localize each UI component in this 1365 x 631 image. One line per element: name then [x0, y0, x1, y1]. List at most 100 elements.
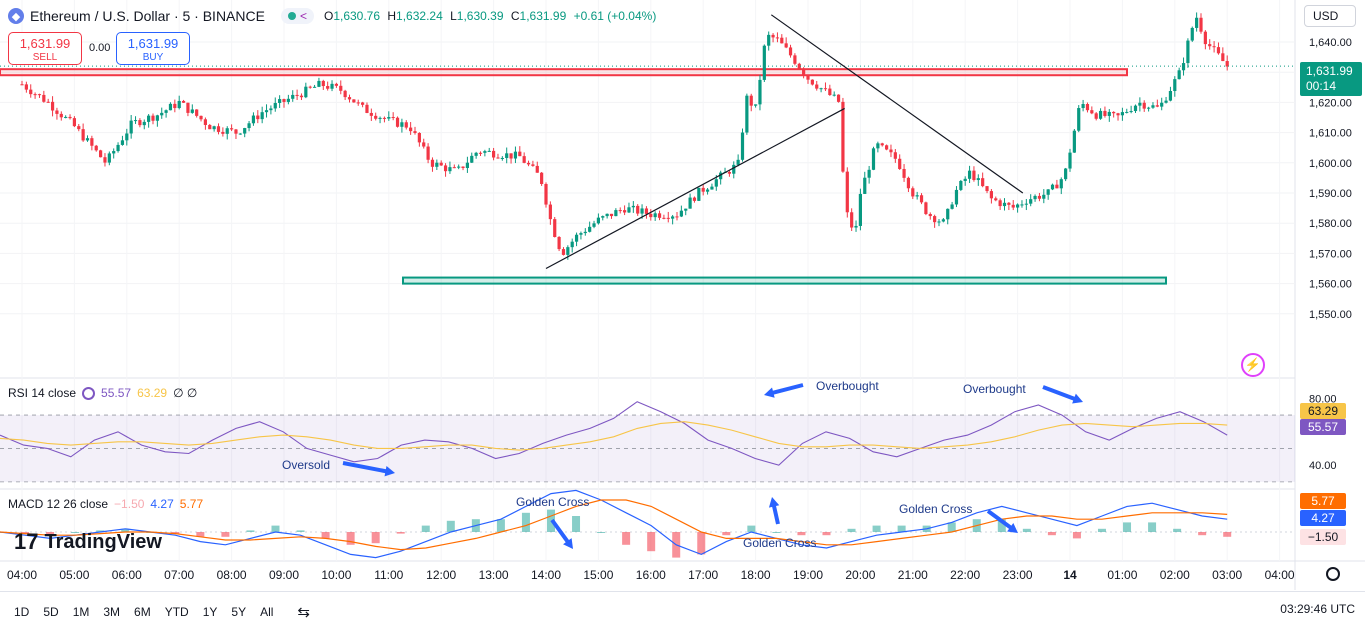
bolt-icon[interactable]: ⚡ — [1241, 353, 1265, 377]
candle-body — [483, 151, 487, 153]
candle-body — [854, 225, 858, 228]
candle-body — [623, 210, 627, 213]
time-tick-label: 01:00 — [1107, 568, 1137, 582]
candle-body — [924, 202, 928, 215]
time-tick-label: 11:00 — [374, 568, 403, 582]
candle-body — [1020, 204, 1024, 206]
candle-body — [46, 101, 50, 103]
macd-hist-tag: −1.50 — [1300, 529, 1346, 545]
date-range-icon[interactable]: ⇆ — [297, 603, 310, 621]
macd-histogram-bar — [171, 532, 180, 534]
candle-body — [50, 101, 55, 111]
candle-body — [1072, 130, 1076, 153]
candle-body — [871, 148, 876, 170]
candle-body — [42, 94, 46, 102]
macd-histogram-bar — [797, 532, 806, 536]
timeframe-ytd[interactable]: YTD — [164, 604, 189, 619]
candle-body — [889, 149, 893, 153]
candle-body — [443, 165, 448, 172]
candle-body — [125, 133, 129, 141]
candle-body — [304, 86, 308, 98]
annotation-arrow — [986, 509, 1013, 530]
timeframe-6m[interactable]: 6M — [134, 604, 151, 619]
timeframe-1m[interactable]: 1M — [72, 604, 90, 619]
candle-body — [1221, 53, 1225, 62]
price-change: +0.61 (+0.04%) — [573, 9, 657, 23]
tradingview-logo[interactable]: 17 TradingView — [14, 529, 162, 555]
macd-histogram-bar — [246, 530, 255, 532]
candle-body — [636, 205, 640, 214]
candle-body — [1002, 202, 1007, 207]
candle-body — [762, 45, 766, 80]
candle-body — [531, 164, 535, 166]
price-tick-label: 1,580.00 — [1309, 218, 1352, 230]
candle-body — [780, 37, 784, 44]
candle-body — [55, 110, 59, 114]
candle-body — [640, 208, 644, 214]
candle-body — [500, 157, 504, 159]
candle-body — [29, 89, 33, 95]
candle-body — [535, 165, 539, 173]
candle-body — [112, 151, 116, 154]
candle-body — [1125, 111, 1129, 113]
candle-body — [181, 100, 186, 103]
candle-body — [775, 37, 780, 39]
currency-select[interactable]: USD — [1304, 5, 1356, 27]
candle-body — [369, 112, 373, 116]
chart-canvas[interactable]: 1,640.001,630.001,620.001,610.001,600.00… — [0, 0, 1365, 590]
candle-body — [24, 84, 28, 90]
macd-histogram-bar — [622, 532, 631, 545]
candle-body — [129, 120, 133, 134]
candle-body — [247, 123, 251, 129]
market-status-pill[interactable]: < — [280, 8, 314, 24]
macd-title[interactable]: MACD 12 26 close — [8, 497, 109, 511]
candle-body — [155, 115, 159, 121]
candle-body — [601, 216, 605, 218]
time-tick-label: 19:00 — [793, 568, 823, 582]
candle-body — [282, 99, 286, 102]
candle-body — [251, 115, 256, 124]
candle-body — [605, 213, 609, 217]
candle-body — [1016, 204, 1020, 208]
candle-body — [107, 153, 111, 163]
time-tick-label: 03:00 — [1212, 568, 1242, 582]
candle-body — [264, 110, 269, 113]
symbol-title[interactable]: Ethereum / U.S. Dollar · 5 · BINANCE — [30, 8, 265, 24]
sell-button[interactable]: 1,631.99 SELL — [8, 32, 82, 65]
macd-histogram-bar — [647, 532, 656, 552]
candle-body — [221, 131, 225, 134]
visibility-icon[interactable] — [82, 386, 96, 400]
candle-body — [230, 128, 234, 130]
candle-body — [967, 170, 972, 179]
candle-body — [1173, 79, 1177, 91]
candle-body — [1090, 110, 1094, 114]
candle-body — [199, 115, 203, 120]
macd-histogram-bar — [346, 532, 355, 545]
candle-body — [557, 236, 561, 250]
macd-histogram-bar — [321, 532, 330, 539]
time-tick-label: 17:00 — [688, 568, 718, 582]
candle-body — [1081, 104, 1085, 109]
timeframe-all[interactable]: All — [260, 604, 274, 619]
price-tick-label: 1,600.00 — [1309, 158, 1352, 170]
time-tick-label: 08:00 — [217, 568, 247, 582]
rsi-title[interactable]: RSI 14 close — [8, 386, 77, 400]
candle-body — [120, 140, 125, 145]
utc-clock[interactable]: 03:29:46 UTC — [1280, 602, 1355, 616]
annotation-arrowhead — [1007, 523, 1018, 533]
buy-label: BUY — [142, 52, 164, 63]
buy-button[interactable]: 1,631.99 BUY — [116, 32, 190, 65]
candle-body — [644, 208, 649, 214]
timeframe-5d[interactable]: 5D — [43, 604, 59, 619]
candle-body — [745, 95, 749, 133]
macd-histogram-bar — [21, 532, 30, 534]
settings-icon[interactable] — [1326, 567, 1340, 581]
timeframe-5y[interactable]: 5Y — [231, 604, 247, 619]
time-tick-label: 15:00 — [583, 568, 613, 582]
timeframe-3m[interactable]: 3M — [103, 604, 121, 619]
candle-body — [540, 172, 544, 184]
timeframe-1d[interactable]: 1D — [14, 604, 30, 619]
timeframe-1y[interactable]: 1Y — [202, 604, 218, 619]
macd-histogram-bar — [1148, 522, 1157, 532]
candle-body — [588, 226, 592, 232]
